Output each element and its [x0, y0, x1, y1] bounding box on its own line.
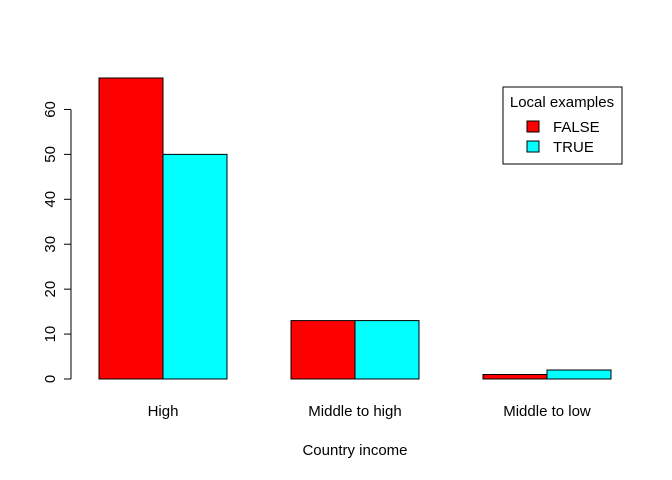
x-tick-labels: High Middle to high Middle to low: [148, 403, 591, 420]
y-tick-label: 50: [42, 146, 59, 163]
legend-swatch: [526, 120, 540, 133]
y-tick-label: 10: [42, 326, 59, 343]
legend-box: [502, 86, 623, 165]
y-tick-label: 60: [42, 101, 59, 118]
x-axis-label: Country income: [302, 442, 407, 459]
legend-swatch: [526, 140, 540, 153]
legend-items: FALSE TRUE: [526, 119, 600, 156]
bar-false-2: [482, 374, 548, 380]
y-tick-label: 20: [42, 281, 59, 298]
legend-label: FALSE: [553, 119, 600, 136]
legend: Local examples FALSE TRUE: [502, 86, 623, 165]
bar-false-0: [98, 77, 164, 380]
x-tick-label: Middle to high: [308, 403, 401, 420]
y-axis: 0 10 20 30 40 50 60: [42, 101, 72, 383]
bar-false-1: [290, 320, 356, 380]
legend-label: TRUE: [553, 139, 594, 156]
bar-true-1: [354, 320, 420, 380]
y-tick-label: 0: [42, 375, 59, 383]
y-tick-label: 30: [42, 236, 59, 253]
bar-true-0: [162, 153, 228, 380]
bars: [98, 77, 612, 380]
legend-title: Local examples: [510, 94, 614, 111]
y-tick-label: 40: [42, 191, 59, 208]
x-tick-label: High: [148, 403, 179, 420]
x-tick-label: Middle to low: [503, 403, 591, 420]
bar-true-2: [546, 369, 612, 380]
